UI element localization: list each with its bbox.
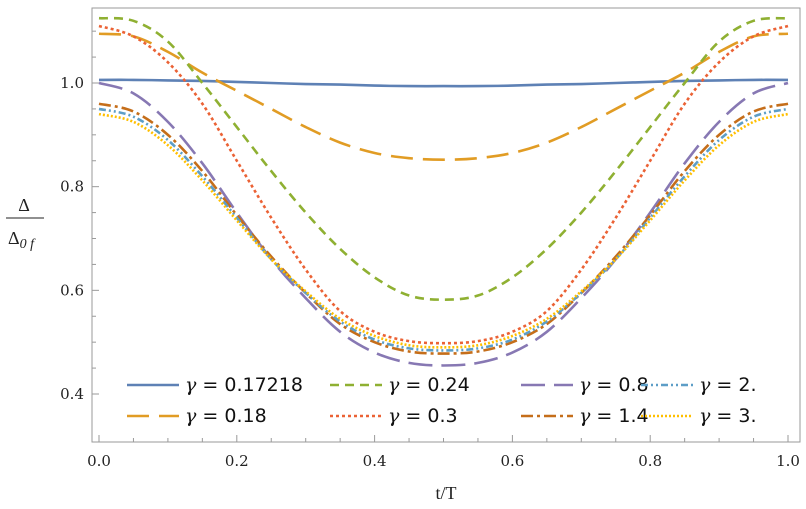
y-axis-label-denominator-subscript: 0 f xyxy=(20,237,37,252)
legend-gamma-symbol: γ xyxy=(699,405,711,427)
legend-value: = 3. xyxy=(710,405,756,427)
series-line xyxy=(98,102,789,355)
legend-gamma-symbol: γ xyxy=(579,374,591,396)
legend-label: γ = 3. xyxy=(699,405,757,427)
y-axis-ticks: 0.4 0.6 0.8 1.0 xyxy=(60,30,99,403)
x-tick-label: 0.8 xyxy=(638,452,662,470)
series-line xyxy=(98,81,789,367)
series-line xyxy=(98,32,789,162)
legend-value: = 0.18 xyxy=(196,405,266,427)
legend-value: = 0.3 xyxy=(399,405,457,427)
series-line xyxy=(98,112,789,349)
legend-label: γ = 0.18 xyxy=(185,405,267,427)
x-tick-label: 0.0 xyxy=(87,452,111,470)
legend-item: γ = 0.24 xyxy=(330,374,470,396)
legend-gamma-symbol: γ xyxy=(388,405,400,427)
x-tick-label: 1.0 xyxy=(776,452,800,470)
legend-item: γ = 3. xyxy=(641,405,757,427)
legend-label: γ = 1.4 xyxy=(579,405,649,427)
legend-gamma-symbol: γ xyxy=(699,374,711,396)
legend-label: γ = 0.24 xyxy=(388,374,470,396)
legend-value: = 0.17218 xyxy=(196,374,303,396)
legend-label: γ = 2. xyxy=(699,374,757,396)
y-tick-label: 0.8 xyxy=(60,178,84,196)
x-tick-label: 0.4 xyxy=(363,452,387,470)
legend-gamma-symbol: γ xyxy=(185,405,197,427)
legend-gamma-symbol: γ xyxy=(185,374,197,396)
y-tick-label: 0.4 xyxy=(60,385,84,403)
plot-frame xyxy=(91,7,801,443)
legend-value: = 2. xyxy=(710,374,756,396)
series-line xyxy=(98,78,789,88)
legend-item: γ = 0.8 xyxy=(521,374,649,396)
y-axis-label-numerator: Δ xyxy=(18,195,30,215)
y-tick-label: 1.0 xyxy=(60,74,84,92)
legend-label: γ = 0.8 xyxy=(579,374,649,396)
x-tick-label: 0.6 xyxy=(500,452,524,470)
legend-item: γ = 0.18 xyxy=(127,405,267,427)
legend-item: γ = 1.4 xyxy=(521,405,649,427)
y-axis-label: Δ Δ0 f xyxy=(6,195,44,252)
legend-item: γ = 2. xyxy=(641,374,757,396)
legend-gamma-symbol: γ xyxy=(388,374,400,396)
x-axis-ticks: 0.0 0.2 0.4 0.6 0.8 1.0 xyxy=(87,435,800,470)
legend-gamma-symbol: γ xyxy=(579,405,591,427)
series-line xyxy=(98,24,789,345)
x-axis-label: t/T xyxy=(436,483,457,503)
y-axis-label-denominator: Δ0 f xyxy=(8,228,36,252)
legend-label: γ = 0.17218 xyxy=(185,374,303,396)
series-lines xyxy=(98,16,789,367)
y-tick-label: 0.6 xyxy=(60,281,84,299)
legend-item: γ = 0.3 xyxy=(330,405,458,427)
series-line xyxy=(98,107,789,352)
legend-label: γ = 0.3 xyxy=(388,405,458,427)
legend: γ = 0.17218 γ = 0.24 γ = 0.8 γ = 2.γ = 0.18… xyxy=(127,374,757,427)
series-line xyxy=(98,16,789,301)
legend-value: = 0.8 xyxy=(590,374,648,396)
y-axis-label-denominator-main: Δ xyxy=(8,228,20,248)
legend-value: = 1.4 xyxy=(590,405,648,427)
x-tick-label: 0.2 xyxy=(225,452,249,470)
legend-value: = 0.24 xyxy=(399,374,469,396)
legend-item: γ = 0.17218 xyxy=(127,374,303,396)
